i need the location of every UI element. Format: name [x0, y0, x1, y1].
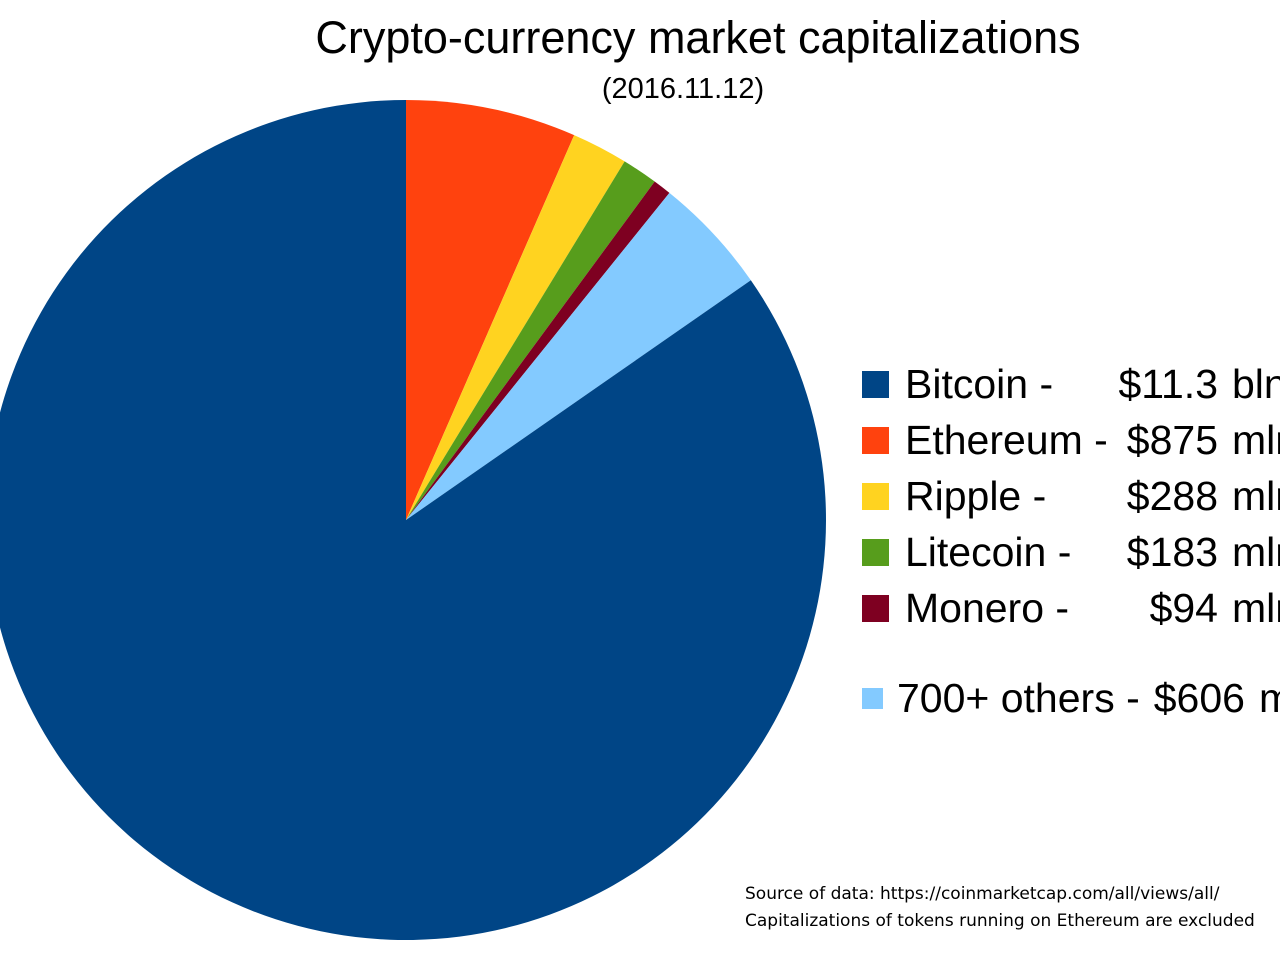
- source-note: Source of data: https://coinmarketcap.co…: [745, 881, 1255, 935]
- legend-value: $606: [1153, 674, 1245, 721]
- legend-row: Litecoin - $183 mln: [862, 524, 1280, 580]
- legend-label: 700+ others -: [897, 674, 1140, 721]
- source-line-1: Source of data: https://coinmarketcap.co…: [745, 884, 1220, 904]
- legend-row: Monero - $94 mln: [862, 580, 1280, 636]
- pie-slice-bitcoin: [0, 100, 826, 940]
- legend-unit: mln: [1232, 416, 1280, 463]
- legend-row: Bitcoin - $11.3 bln: [862, 356, 1280, 412]
- legend-unit: mln: [1258, 674, 1280, 721]
- legend-row: Ripple - $288 mln: [862, 468, 1280, 524]
- pie-slice-monero: [406, 181, 670, 521]
- legend-value: $11.3: [1118, 360, 1218, 407]
- legend-value: $875: [1126, 416, 1218, 463]
- legend-unit: mln: [1232, 584, 1280, 631]
- chart-title: Crypto-currency market capitalizations: [315, 12, 1081, 63]
- legend-swatch-others: [862, 687, 883, 709]
- legend-value: $183: [1126, 528, 1218, 575]
- legend-label: Bitcoin -: [905, 360, 1054, 407]
- legend-swatch-ethereum: [862, 426, 889, 454]
- legend-row: Ethereum - $875 mln: [862, 412, 1280, 468]
- legend-row-others: 700+ others - $606 mln: [862, 670, 1280, 726]
- legend-unit: mln: [1232, 472, 1280, 519]
- legend-swatch-monero: [862, 594, 889, 622]
- legend-swatch-ripple: [862, 482, 889, 510]
- legend-swatch-litecoin: [862, 538, 889, 566]
- chart-subtitle: (2016.11.12): [601, 73, 765, 105]
- pie-slice-ethereum: [406, 100, 575, 520]
- legend-unit: mln: [1232, 528, 1280, 575]
- legend-label: Litecoin -: [905, 528, 1072, 575]
- legend-swatch-bitcoin: [862, 370, 889, 398]
- pie-slice-ripple: [406, 135, 625, 520]
- legend: Bitcoin - $11.3 bln Ethereum - $875 mln …: [862, 356, 1280, 726]
- pie-slice-700-others: [406, 192, 751, 520]
- legend-value: $94: [1149, 584, 1218, 631]
- legend-label: Monero -: [905, 584, 1070, 631]
- legend-label: Ethereum -: [905, 416, 1108, 463]
- legend-label: Ripple -: [905, 472, 1047, 519]
- legend-unit: bln: [1232, 360, 1280, 407]
- source-line-2: Capitalizations of tokens running on Eth…: [745, 911, 1255, 931]
- legend-value: $288: [1126, 472, 1218, 519]
- pie-slice-litecoin: [406, 161, 655, 520]
